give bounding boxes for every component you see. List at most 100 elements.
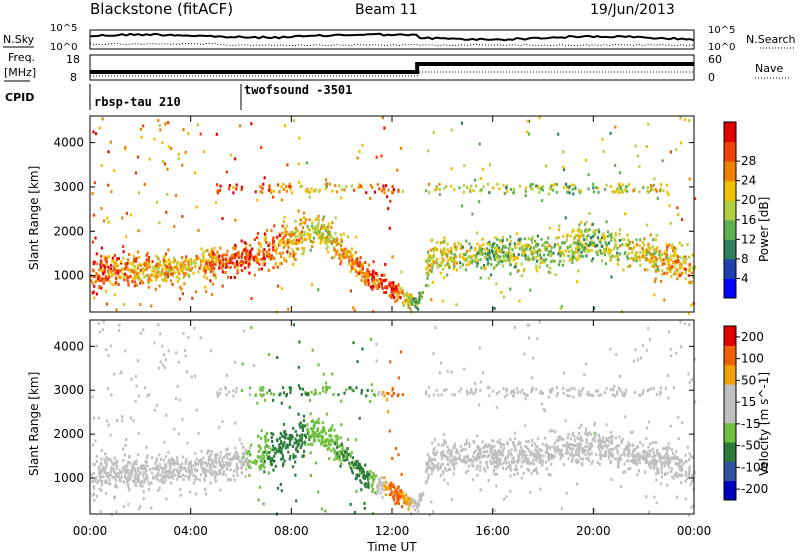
- scatter-point: [501, 239, 504, 242]
- scatter-point: [294, 455, 297, 459]
- scatter-point: [326, 225, 329, 229]
- scatter-point: [568, 443, 571, 446]
- scatter-point: [246, 249, 249, 253]
- scatter-point: [180, 263, 183, 267]
- scatter-point: [576, 436, 579, 440]
- scatter-point: [178, 277, 181, 281]
- scatter-point: [95, 252, 98, 256]
- scatter-point: [487, 249, 490, 253]
- scatter-point: [588, 244, 591, 247]
- scatter-point: [536, 449, 539, 453]
- scatter-point: [656, 448, 659, 452]
- scatter-point: [547, 473, 550, 476]
- scatter-point: [562, 371, 566, 375]
- scatter-point: [371, 284, 374, 288]
- scatter-point: [208, 263, 211, 266]
- scatter-point: [98, 268, 101, 272]
- scatter-point: [587, 456, 590, 460]
- scatter-point: [479, 464, 482, 468]
- scatter-point: [122, 505, 125, 509]
- scatter-point: [110, 466, 113, 470]
- scatter-point: [100, 286, 103, 290]
- scatter-point: [232, 469, 236, 473]
- scatter-point: [289, 386, 292, 390]
- scatter-point: [93, 181, 96, 185]
- scatter-point: [271, 440, 274, 443]
- scatter-point: [381, 496, 384, 500]
- scatter-point: [229, 276, 233, 279]
- scatter-point: [165, 260, 168, 264]
- scatter-point: [111, 269, 114, 273]
- scatter-point: [523, 453, 526, 457]
- scatter-point: [432, 510, 435, 514]
- scatter-point: [495, 247, 498, 251]
- scatter-point: [428, 264, 431, 268]
- scatter-point: [557, 132, 560, 136]
- scatter-point: [219, 259, 222, 263]
- scatter-point: [509, 239, 512, 243]
- scatter-point: [95, 274, 98, 278]
- scatter-point: [331, 189, 334, 193]
- scatter-point: [572, 447, 575, 451]
- scatter-point: [183, 282, 186, 286]
- scatter-point: [232, 186, 235, 189]
- scatter-point: [553, 245, 556, 249]
- scatter-point: [99, 276, 102, 280]
- scatter-point: [481, 440, 484, 444]
- scatter-point: [590, 441, 593, 445]
- scatter-point: [292, 426, 295, 430]
- scatter-point: [390, 290, 393, 294]
- scatter-point: [306, 189, 309, 193]
- scatter-point: [392, 288, 395, 292]
- scatter-point: [418, 298, 421, 302]
- scatter-point: [122, 256, 125, 260]
- scatter-point: [384, 487, 388, 491]
- scatter-point: [494, 456, 497, 459]
- scatter-point: [470, 390, 473, 394]
- scatter-point: [111, 283, 114, 287]
- scatter-point: [490, 263, 493, 266]
- scatter-point: [369, 470, 372, 473]
- scatter-point: [99, 475, 102, 479]
- scatter-point: [302, 454, 305, 458]
- scatter-point: [373, 275, 376, 279]
- scatter-point: [509, 252, 512, 256]
- scatter-point: [141, 464, 144, 468]
- scatter-point: [659, 187, 662, 191]
- scatter-point: [430, 500, 433, 504]
- scatter-point: [514, 437, 517, 441]
- nave-label: Nave: [755, 62, 783, 75]
- scatter-point: [182, 260, 185, 264]
- scatter-point: [123, 480, 126, 484]
- scatter-point: [437, 462, 440, 466]
- scatter-point: [304, 442, 307, 446]
- scatter-point: [98, 470, 101, 474]
- scatter-point: [357, 186, 360, 189]
- scatter-point: [678, 458, 682, 462]
- scatter-point: [283, 435, 286, 439]
- scatter-point: [167, 451, 170, 455]
- scatter-point: [115, 308, 118, 312]
- scatter-point: [388, 493, 391, 497]
- scatter-point: [219, 246, 222, 250]
- scatter-point: [151, 260, 154, 264]
- scatter-point: [653, 255, 656, 259]
- scatter-point: [641, 391, 644, 395]
- scatter-point: [618, 435, 621, 439]
- scatter-point: [575, 250, 578, 254]
- scatter-point: [461, 458, 464, 462]
- scatter-point: [672, 254, 675, 258]
- scatter-point: [447, 448, 450, 452]
- scatter-point: [137, 453, 140, 457]
- scatter-point: [103, 458, 106, 462]
- scatter-point: [250, 326, 253, 330]
- scatter-point: [205, 464, 208, 468]
- scatter-point: [244, 475, 247, 479]
- scatter-point: [486, 263, 489, 267]
- scatter-point: [338, 444, 341, 448]
- scatter-point: [586, 432, 589, 436]
- scatter-point: [104, 452, 107, 456]
- scatter-point: [211, 458, 214, 462]
- scatter-point: [261, 388, 264, 392]
- scatter-point: [158, 453, 161, 457]
